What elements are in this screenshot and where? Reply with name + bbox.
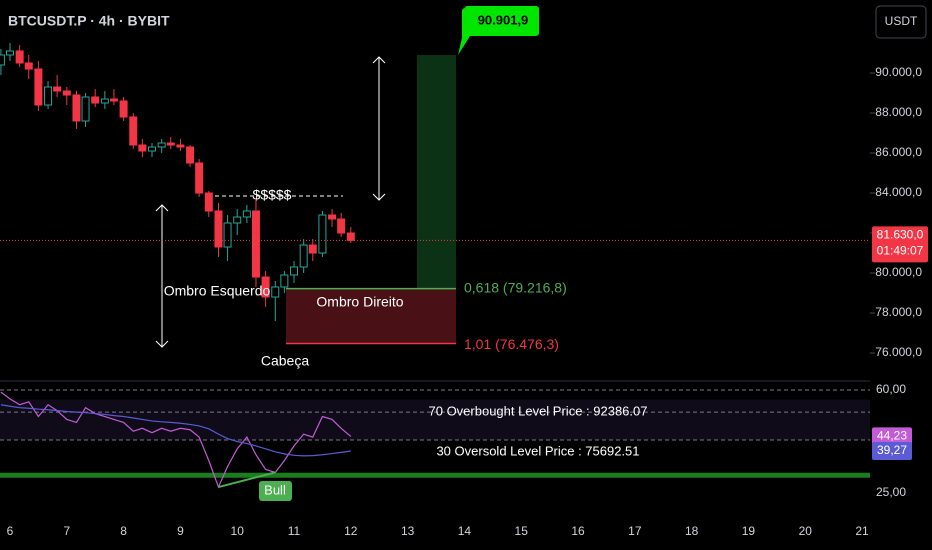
candle-body — [346, 232, 355, 241]
candle-body — [148, 146, 157, 152]
y-tick-label: 80.000,0 — [875, 265, 922, 279]
currency-button-label[interactable]: USDT — [885, 14, 918, 28]
series-tag — [872, 441, 912, 460]
x-tick-label: 6 — [7, 524, 14, 538]
candle-body — [251, 210, 260, 278]
x-tick-label: 14 — [458, 524, 472, 538]
candle-body — [81, 96, 90, 122]
x-tick-label: 19 — [742, 524, 756, 538]
x-tick-label: 10 — [231, 524, 245, 538]
current-price-tag — [872, 226, 928, 263]
candle-body — [15, 50, 24, 64]
series-line — [0, 391, 352, 489]
annotation: Ombro Direito — [316, 294, 403, 310]
candle-body — [176, 144, 185, 148]
y-tick-label: 78.000,0 — [875, 305, 922, 319]
candle-body — [166, 142, 175, 146]
y-tick-label: 76.000,0 — [875, 345, 922, 359]
candle-body — [119, 100, 128, 118]
x-tick-label: 7 — [63, 524, 70, 538]
level-label: 70 Overbought Level Price : 92386.07 — [429, 404, 648, 419]
divergence-tag — [259, 481, 292, 501]
x-tick-label: 11 — [288, 524, 301, 538]
candle-body — [5, 50, 14, 56]
y-tick-label: 88.000,0 — [875, 105, 922, 119]
candle-body — [62, 90, 71, 96]
candle-body — [261, 276, 270, 298]
arrow-head — [155, 204, 169, 348]
divergence-label: Bull — [264, 482, 286, 497]
candle-body — [242, 210, 251, 218]
stop-label: 1,01 (76.476,3) — [464, 336, 559, 352]
candle-body — [337, 218, 346, 234]
candle-body — [318, 214, 327, 254]
candle-body — [271, 286, 280, 298]
annotation: Cabeça — [261, 353, 309, 369]
loss-zone — [286, 288, 456, 344]
candle-body — [328, 214, 337, 220]
y-tick-label: 86.000,0 — [875, 145, 922, 159]
x-tick-label: 20 — [799, 524, 813, 538]
x-tick-label: 9 — [177, 524, 184, 538]
x-tick-label: 15 — [515, 524, 529, 538]
countdown: 01:49:07 — [877, 244, 924, 258]
candle-body — [138, 144, 147, 152]
candle-body — [280, 274, 289, 288]
candle-body — [109, 98, 118, 102]
candle-body — [214, 210, 223, 248]
x-tick-label: 8 — [120, 524, 127, 538]
candle-body — [204, 192, 213, 212]
annotation: Ombro Esquerdo — [164, 283, 271, 299]
candle-body — [129, 116, 138, 146]
profit-zone — [417, 54, 456, 289]
x-tick-label: 18 — [685, 524, 699, 538]
candle-body — [34, 68, 43, 106]
x-tick-label: 21 — [855, 524, 869, 538]
candle-body — [72, 94, 81, 122]
liquidity-label: $$$$$ — [253, 187, 292, 203]
candle-body — [100, 98, 109, 104]
series-line — [0, 404, 351, 457]
candle-body — [195, 162, 204, 194]
candle-body — [186, 146, 195, 164]
candle-body — [290, 266, 299, 276]
target-label: 90.901,9 — [478, 12, 529, 27]
candle-body — [233, 216, 242, 224]
series-tag-label: 39,27 — [877, 443, 907, 457]
y-tick-label: 25,00 — [876, 485, 906, 499]
current-price-label: 81.630,0 — [877, 228, 924, 242]
arrow-head — [372, 56, 386, 201]
level-label: 30 Oversold Level Price : 75692.51 — [436, 443, 639, 458]
y-tick-label: 84.000,0 — [875, 185, 922, 199]
x-tick-label: 16 — [571, 524, 585, 538]
series-tag — [872, 427, 912, 446]
series-tag-label: 44,23 — [877, 429, 907, 443]
candle-body — [0, 54, 5, 66]
candle-body — [53, 86, 62, 92]
x-tick-label: 13 — [401, 524, 415, 538]
entry-label: 0,618 (79.216,8) — [464, 279, 567, 295]
candle-body — [44, 86, 53, 106]
x-tick-label: 12 — [344, 524, 358, 538]
divergence-line — [218, 471, 276, 489]
target-bubble — [458, 6, 539, 55]
candle-body — [299, 244, 308, 268]
candle-body — [24, 62, 33, 70]
y-tick-label: 90.000,0 — [875, 65, 922, 79]
y-tick-label: 60,00 — [876, 382, 906, 396]
currency-button[interactable] — [875, 5, 927, 39]
candle-body — [223, 222, 232, 248]
candle-body — [91, 96, 100, 104]
candle-body — [308, 244, 317, 254]
symbol-title: BTCUSDT.P · 4h · BYBIT — [8, 13, 170, 29]
candle-body — [157, 142, 166, 148]
x-tick-label: 17 — [628, 524, 642, 538]
